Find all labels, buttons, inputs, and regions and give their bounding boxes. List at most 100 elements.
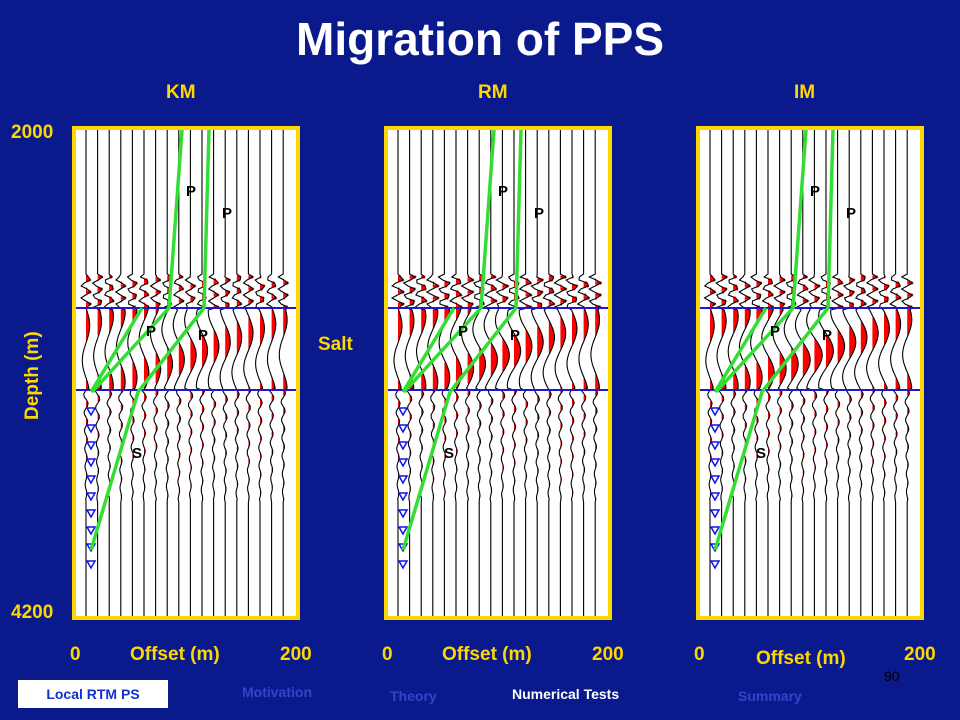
seismic-panel-im: P P P P S [696, 126, 924, 620]
receiver-marker [709, 475, 721, 485]
receiver-marker [85, 509, 97, 519]
wiggle-trace [114, 130, 127, 616]
receiver-marker [85, 458, 97, 468]
wiggle-trace [530, 130, 545, 616]
km-offset-label: Offset (m) [130, 644, 220, 665]
seismic-section-km: P P P P S [76, 130, 296, 616]
wiggle-trace [806, 130, 823, 616]
wiggle-trace [900, 130, 914, 616]
wiggle-trace [494, 130, 510, 616]
receiver-marker [397, 492, 409, 502]
receiver-marker [709, 509, 721, 519]
wiggle-trace [506, 130, 522, 616]
p-wave-label: P [186, 183, 196, 200]
wiggle-trace [437, 130, 451, 616]
nav-theory[interactable]: Theory [390, 688, 437, 704]
wiggle-trace [565, 130, 579, 616]
wiggle-trace [877, 130, 890, 616]
rm-offset-min: 0 [382, 644, 393, 665]
seismic-section-rm: P P P P S [388, 130, 608, 616]
wiggle-trace [854, 130, 868, 616]
p-wave-label: P [822, 327, 832, 344]
wiggle-trace [794, 130, 811, 616]
wiggle-trace [184, 130, 197, 616]
nav-motivation[interactable]: Motivation [242, 684, 312, 700]
wiggle-trace [254, 130, 266, 616]
rm-offset-label: Offset (m) [442, 644, 532, 665]
wiggle-trace [91, 130, 104, 616]
wiggle-trace [79, 130, 93, 616]
wiggle-trace [703, 130, 717, 616]
receiver-marker [397, 441, 409, 451]
panel-label-im: IM [794, 82, 816, 103]
nav-numerical-tests[interactable]: Numerical Tests [512, 686, 620, 702]
wiggle-trace [588, 130, 603, 616]
seismic-section-im: P P P P S [700, 130, 920, 616]
ray-path [89, 130, 211, 551]
ray-path [713, 307, 768, 393]
receiver-marker [85, 475, 97, 485]
receiver-marker [397, 560, 409, 570]
receiver-marker [397, 407, 409, 417]
wiggle-trace [172, 130, 185, 616]
im-offset-max: 200 [904, 644, 936, 665]
p-wave-label: P [810, 183, 820, 200]
wiggle-trace [576, 130, 591, 616]
wiggle-trace [715, 130, 729, 616]
slide-title: Migration of PPS [296, 13, 664, 65]
depth-axis-label: Depth (m) [22, 331, 43, 420]
wiggle-trace [231, 130, 243, 616]
im-offset-min: 0 [694, 644, 705, 665]
wiggle-fill [849, 278, 856, 492]
p-wave-label: P [146, 323, 156, 340]
wiggle-trace [242, 130, 255, 616]
p-wave-label: P [458, 323, 468, 340]
p-wave-label: P [498, 183, 508, 200]
nav-local-rtm-ps[interactable]: Local RTM PS [18, 680, 168, 708]
p-wave-label: P [198, 327, 208, 344]
panel-label-km: KM [166, 82, 196, 103]
seismic-panel-rm: P P P P S [384, 126, 612, 620]
wiggle-trace [448, 130, 463, 616]
wiggle-trace [138, 130, 150, 616]
wiggle-trace [219, 130, 232, 616]
p-wave-label: P [222, 205, 232, 222]
nav-summary[interactable]: Summary [738, 688, 802, 704]
wiggle-trace [761, 130, 775, 616]
wiggle-trace [738, 130, 752, 616]
ray-path [713, 130, 835, 551]
p-wave-label: P [510, 327, 520, 344]
wiggle-trace [483, 130, 498, 616]
wiggle-trace [772, 130, 787, 616]
receiver-marker [85, 424, 97, 434]
receiver-marker [85, 526, 97, 536]
receiver-marker [709, 560, 721, 570]
receiver-marker [397, 458, 409, 468]
seismic-panel-km: P P P P S [72, 126, 300, 620]
wiggle-trace [542, 130, 556, 616]
km-offset-max: 200 [280, 644, 312, 665]
p-wave-label: P [770, 323, 780, 340]
ray-path [89, 307, 144, 393]
wiggle-trace [818, 130, 834, 616]
wiggle-fill [572, 275, 578, 495]
wiggle-fill [537, 278, 544, 492]
salt-label: Salt [318, 334, 353, 355]
receiver-marker [397, 475, 409, 485]
receiver-marker [397, 526, 409, 536]
receiver-marker [85, 492, 97, 502]
depth-bottom-tick: 4200 [11, 602, 54, 623]
page-number: 90 [884, 668, 900, 684]
p-wave-label: P [534, 205, 544, 222]
receiver-marker [709, 407, 721, 417]
wiggle-trace [842, 130, 857, 616]
receiver-marker [397, 509, 409, 519]
wiggle-trace [865, 130, 879, 616]
wiggle-trace [553, 130, 568, 616]
ray-path [401, 307, 456, 393]
wiggle-fill [190, 284, 197, 489]
wiggle-fill [225, 278, 231, 492]
wiggle-trace [472, 130, 487, 616]
wiggle-trace [889, 130, 902, 616]
wiggle-trace [390, 130, 406, 616]
